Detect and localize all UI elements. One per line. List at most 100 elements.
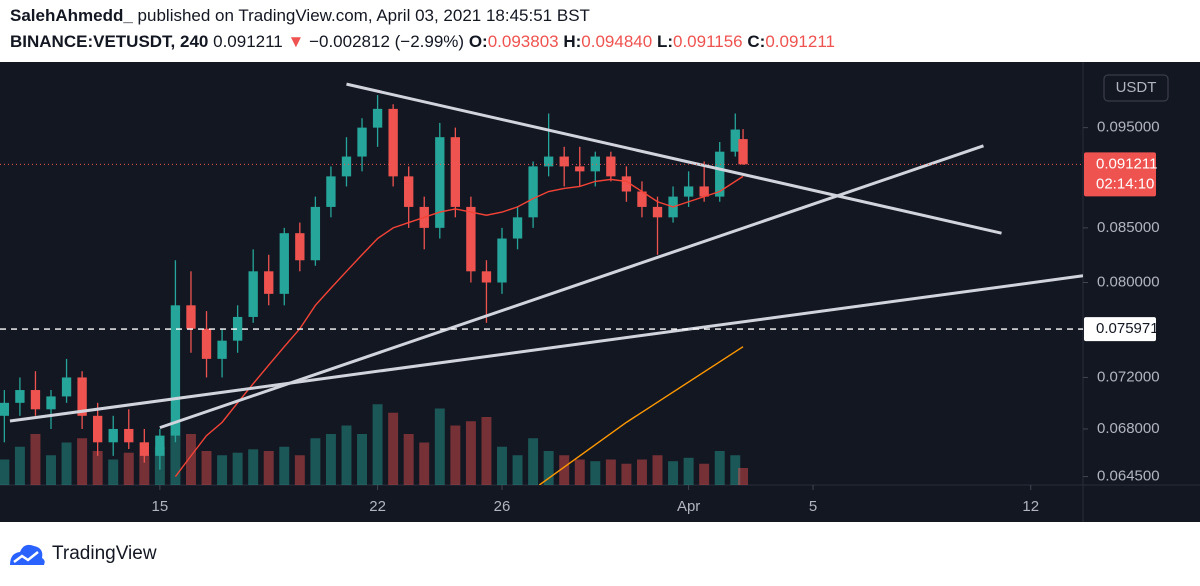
candle-body [139,442,149,456]
y-tick-label: 0.085000 [1097,219,1160,236]
candle-body [652,206,663,218]
candle-body [435,137,445,228]
axes: 0.095000 0.085000 0.080000 0.072000 0.068000… [152,119,1160,515]
candle-body [61,377,72,397]
candle-body [559,156,569,167]
candle-body [155,435,165,456]
volume-bar [217,455,228,485]
volume-bar [325,434,336,485]
candle-body [77,377,87,416]
candle-body [15,390,25,403]
candle-body [388,108,398,177]
volume-bar [512,455,523,485]
x-tick-label: 12 [1022,498,1039,515]
x-tick-label: 5 [809,498,817,515]
candle-body [590,156,600,172]
candle-body [279,233,289,294]
y-tick-label: 0.080000 [1097,273,1160,290]
candle-body [186,305,196,329]
change: −0.002812 (−2.99%) [309,32,464,51]
last: 0.091211 [213,32,283,51]
x-tick-label: Apr [677,498,700,515]
trendline [9,274,1083,423]
candle-body [295,233,305,261]
candle-body [248,271,258,317]
plot [0,82,1083,485]
volume-bar [621,463,632,485]
volume-bar [14,446,25,485]
volume-bar [77,438,88,485]
volume-bar [738,468,749,485]
volume-bar [403,434,414,485]
volume-bar [139,455,150,485]
candle-body [0,402,10,416]
candle-body [201,328,212,359]
author: SalehAhmedd_ [10,6,133,25]
volume-bar [497,446,507,485]
close: 0.091211 [765,32,835,51]
candle-body [699,186,709,197]
x-tick-label: 26 [494,498,511,515]
x-tick-label: 15 [152,498,169,515]
volume-bar [0,459,10,485]
low: 0.091156 [673,32,743,51]
volume-bar [108,459,119,485]
l-label: L: [657,32,673,51]
y-tick-label: 0.072000 [1097,368,1160,385]
candle-body [341,156,352,177]
candle-body [575,166,585,172]
chart-background [0,62,1200,522]
currency: USDT [1116,79,1157,96]
volume-bar [201,451,212,485]
volume-bar [372,404,383,485]
candle-body [450,137,461,207]
long-moving-average [538,346,744,485]
candle-body [46,396,56,410]
volume-bar [170,421,181,485]
volume-bar [636,459,647,485]
candle-body [512,217,523,239]
candle-body [683,186,694,197]
volume-bar [30,434,41,485]
published: published on TradingView.com, April 03, … [138,6,590,25]
header-line: SalehAhmedd_ published on TradingView.co… [10,6,590,25]
volume-bar [434,408,445,485]
volume-bar [652,455,663,485]
volume-bar [61,442,72,485]
moving-average [174,175,744,477]
volume-bar [92,451,103,485]
volume-bar [294,455,305,485]
volume-bar [465,421,476,485]
y-tick-label: 0.095000 [1097,119,1160,136]
volume-bar [481,417,492,485]
candle-body [497,238,507,283]
logo [10,544,45,565]
volume-bar [574,459,585,485]
volume-bar [279,446,290,485]
volume-bar [699,463,710,485]
volume-bar [263,451,274,485]
brand: TradingView [52,543,157,564]
volume-bar [605,459,616,485]
volume-bar [528,438,539,485]
countdown: 02:14:10 [1096,175,1154,192]
currency-box [1103,74,1169,102]
volume-bar [310,438,321,485]
volume-bar [559,455,570,485]
volume-bar [123,452,134,485]
high: 0.094840 [581,32,652,51]
volume-bar [46,455,56,485]
candle-body [372,108,383,128]
candle-body [715,151,725,197]
candle-body [738,139,748,165]
candle-body [528,166,538,218]
candle-body [481,271,492,283]
volume-bar [248,449,259,485]
volume-bar [714,451,725,485]
support-label: 0.075971 [1096,320,1159,337]
volume-bar [668,461,679,485]
o-label: O: [469,32,488,51]
candle-body [232,316,243,341]
candle-body [326,176,336,207]
